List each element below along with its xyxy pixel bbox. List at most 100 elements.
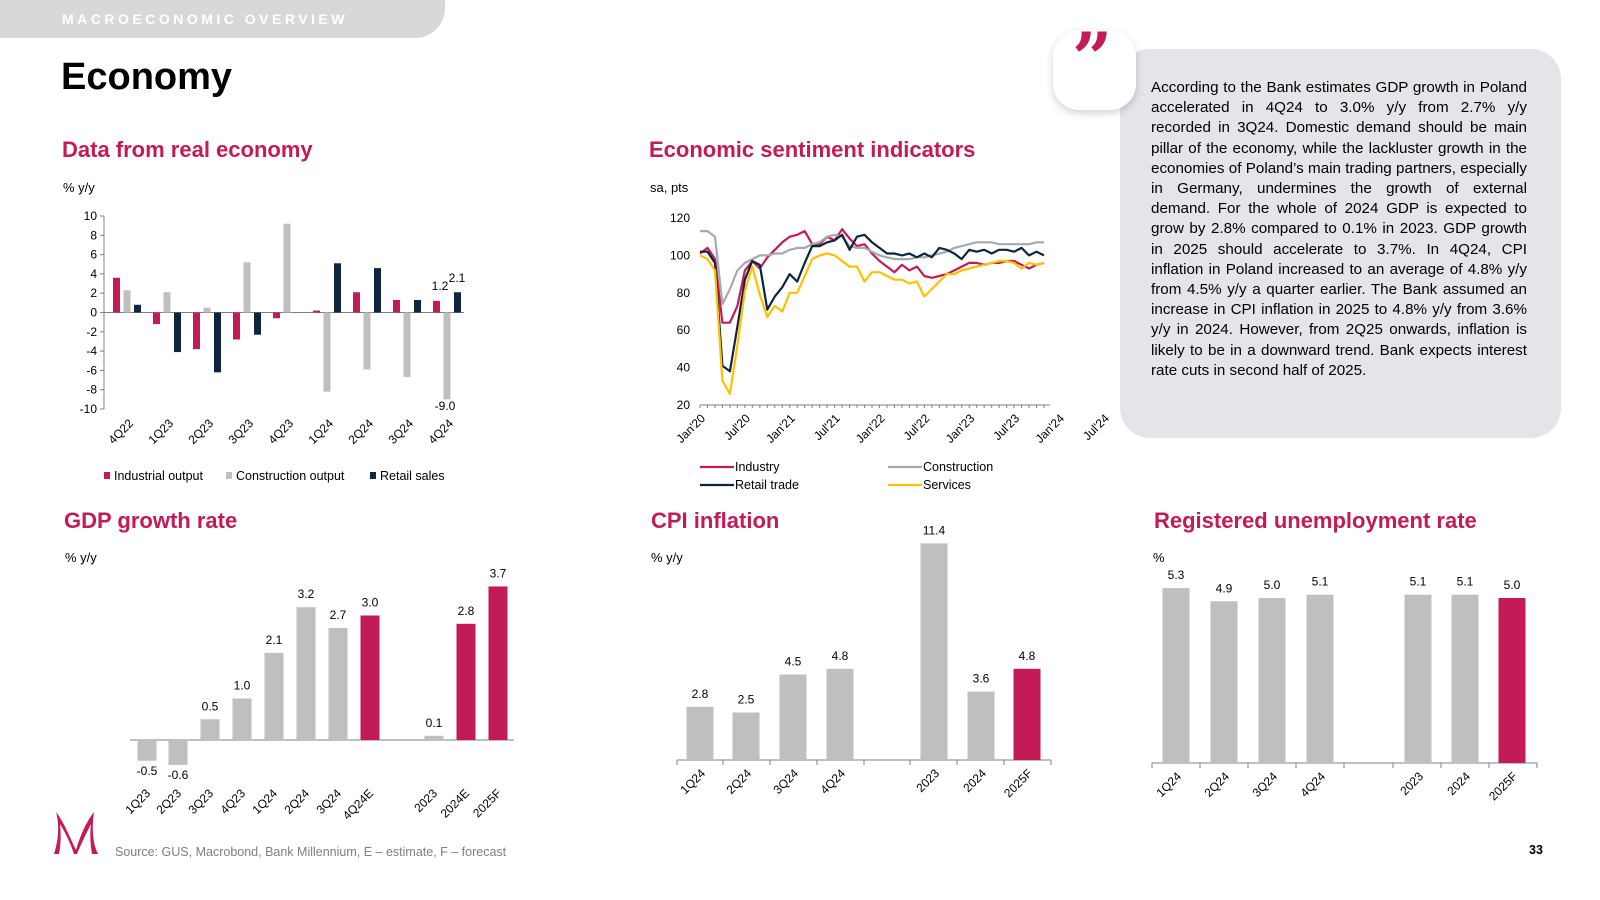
real-legend-label: Construction output (236, 469, 345, 483)
sentiment-y-tick-label: 100 (670, 248, 690, 262)
gdp-x-tick-label: 2Q24 (281, 786, 312, 817)
real-bar (214, 312, 221, 373)
unemployment-unit: % (1153, 550, 1165, 565)
unemp-bar (1498, 598, 1526, 763)
real-y-tick-label: 4 (90, 267, 97, 281)
gdp-data-label: 0.1 (426, 716, 443, 730)
quote-badge: ” (1053, 24, 1136, 110)
real-x-tick-label: 3Q23 (225, 416, 256, 447)
gdp-x-tick-label: 2023 (411, 786, 440, 815)
gdp-bar (328, 627, 348, 740)
real-bar (174, 312, 181, 353)
real-bar (403, 312, 411, 378)
gdp-x-tick-label: 2025F (470, 786, 504, 820)
unemp-data-label: 5.1 (1312, 575, 1329, 589)
real-bar (193, 312, 200, 350)
sentiment-x-tick-label: Jul'21 (811, 411, 843, 443)
unemployment-title: Registered unemployment rate (1154, 508, 1477, 533)
gdp-bar (360, 615, 380, 740)
cpi-bar (732, 712, 760, 760)
real-data-label: 1.2 (432, 279, 449, 293)
unemp-x-tick-label: 3Q24 (1249, 769, 1280, 800)
unemp-bar (1306, 594, 1334, 763)
real-bar (454, 292, 461, 313)
real-y-tick-label: -8 (86, 383, 97, 397)
cpi-x-tick-label: 2Q24 (723, 766, 754, 797)
unemp-bar (1451, 594, 1479, 763)
real-y-tick-label: -4 (86, 344, 97, 358)
gdp-x-tick-label: 2Q23 (153, 786, 184, 817)
real-economy-title: Data from real economy (62, 137, 313, 162)
real-bar (273, 312, 280, 319)
sentiment-y-tick-label: 20 (677, 398, 691, 412)
real-legend-swatch (370, 472, 376, 479)
real-y-tick-label: 0 (90, 306, 97, 320)
unemp-x-tick-label: 1Q24 (1153, 769, 1184, 800)
unemp-bar (1404, 594, 1432, 763)
sentiment-y-tick-label: 80 (677, 286, 691, 300)
sentiment-legend-label: Retail trade (735, 478, 799, 492)
sentiment-series-line (699, 252, 1045, 395)
cpi-data-label: 4.8 (832, 649, 849, 663)
unemp-data-label: 5.1 (1410, 575, 1427, 589)
sentiment-x-tick-label: Jan'22 (853, 411, 888, 446)
real-bar (323, 312, 331, 392)
gdp-title: GDP growth rate (64, 508, 238, 533)
sentiment-x-tick-label: Jul'23 (990, 411, 1022, 443)
real-legend-label: Industrial output (114, 469, 203, 483)
sentiment-series-line (700, 233, 1045, 373)
sentiment-legend-label: Industry (735, 460, 780, 474)
cpi-bar (686, 706, 714, 760)
gdp-bar (168, 740, 188, 765)
real-x-tick-label: 2Q23 (185, 416, 216, 447)
gdp-bar (200, 719, 220, 740)
cpi-x-tick-label: 4Q24 (817, 766, 848, 797)
cpi-data-label: 3.6 (973, 672, 990, 686)
gdp-data-label: 2.7 (330, 608, 347, 622)
unemp-data-label: 5.3 (1168, 568, 1185, 582)
sentiment-title: Economic sentiment indicators (649, 137, 976, 162)
real-bar (254, 312, 261, 335)
unemp-bar (1210, 601, 1238, 763)
cpi-x-tick-label: 2025F (1001, 766, 1035, 800)
real-bar (374, 268, 381, 313)
real-bar (163, 292, 171, 313)
real-bar (443, 312, 451, 400)
unemp-x-tick-label: 2025F (1486, 769, 1520, 803)
sentiment-x-tick-label: Jan'23 (943, 411, 978, 446)
real-bar (363, 312, 371, 370)
real-bar (153, 312, 160, 325)
sentiment-y-tick-label: 40 (677, 361, 691, 375)
section-label: MACROECONOMIC OVERVIEW (62, 11, 348, 27)
quote-mark-icon: ” (1072, 17, 1113, 100)
source-note: Source: GUS, Macrobond, Bank Millennium,… (115, 845, 507, 859)
unemp-x-tick-label: 2023 (1397, 769, 1426, 798)
real-data-label: -9.0 (435, 399, 456, 413)
real-y-tick-label: -2 (86, 325, 97, 339)
real-y-tick-label: 6 (90, 248, 97, 262)
real-legend-swatch (226, 472, 232, 479)
real-y-tick-label: 10 (84, 209, 98, 223)
gdp-bar (456, 623, 476, 740)
sentiment-unit: sa, pts (650, 180, 689, 195)
cpi-bar (779, 674, 807, 760)
gdp-bar (424, 735, 444, 740)
gdp-bar (296, 607, 316, 740)
unemp-data-label: 5.1 (1457, 575, 1474, 589)
gdp-x-tick-label: 4Q24E (340, 786, 376, 822)
sentiment-legend-label: Construction (923, 460, 993, 474)
sentiment-x-tick-label: Jul'20 (721, 411, 753, 443)
cpi-x-tick-label: 2024 (960, 766, 989, 795)
sentiment-series-line (700, 230, 1044, 306)
unemp-x-tick-label: 2024 (1444, 769, 1473, 798)
cpi-data-label: 4.5 (785, 655, 802, 669)
gdp-x-tick-label: 1Q23 (122, 786, 153, 817)
real-x-tick-label: 1Q23 (145, 416, 176, 447)
real-y-tick-label: 2 (90, 286, 97, 300)
cpi-bar (967, 691, 995, 760)
gdp-bar (264, 652, 284, 740)
gdp-bar (232, 698, 252, 740)
real-bar (203, 307, 211, 313)
real-bar (243, 262, 251, 313)
sentiment-x-tick-label: Jul'22 (901, 411, 933, 443)
